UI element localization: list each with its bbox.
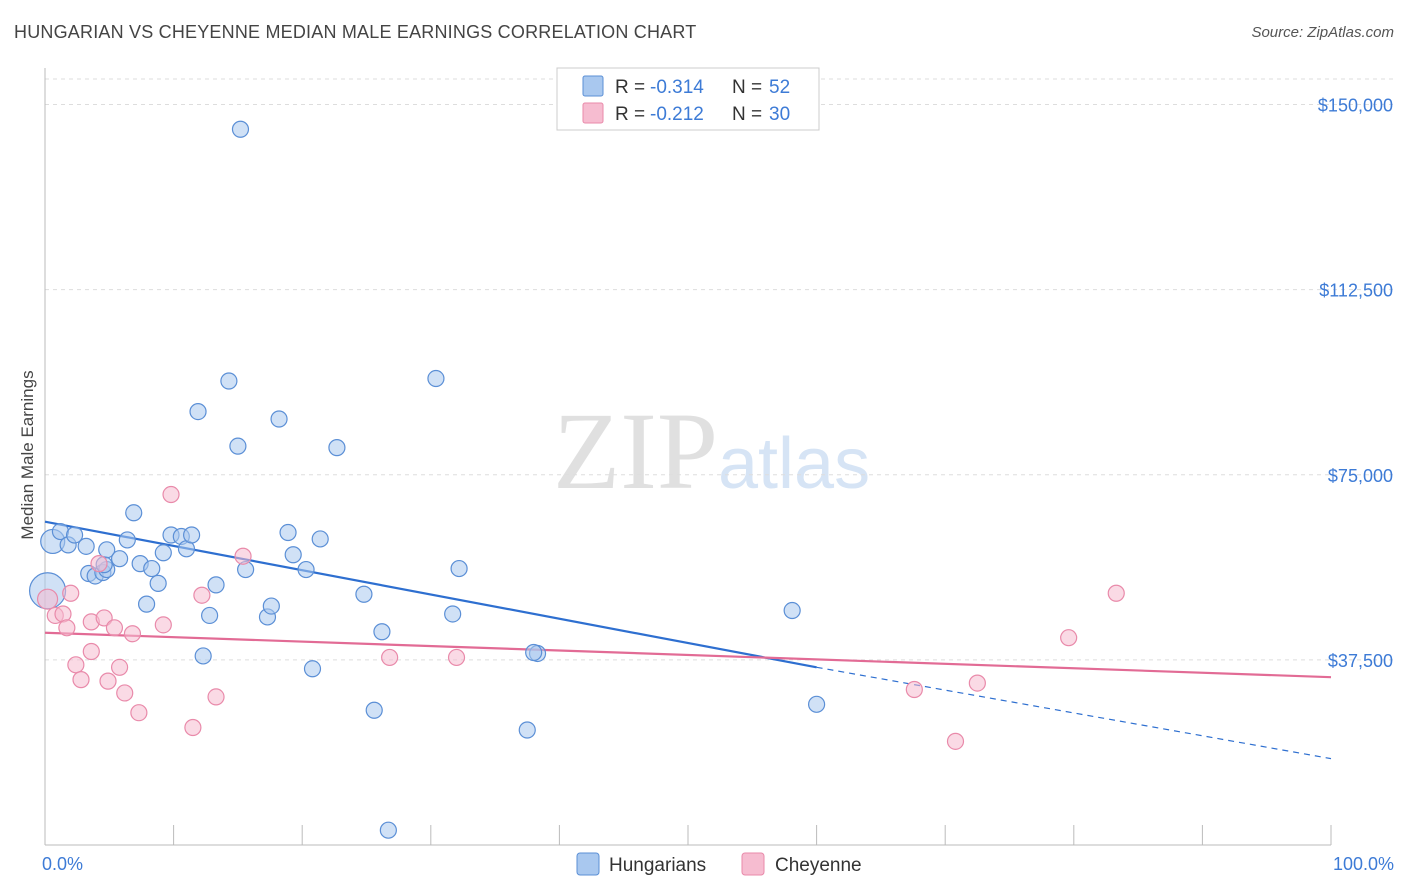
point-hungarians (365, 701, 383, 719)
source-label: Source: ZipAtlas.com (1251, 24, 1394, 41)
legend-n-label-cheyenne: N = (732, 104, 762, 125)
trend-line-hungarians (44, 520, 817, 669)
point-hungarians (201, 606, 219, 625)
point-cheyenne (82, 642, 100, 661)
point-cheyenne (105, 619, 124, 637)
point-cheyenne (193, 586, 211, 604)
point-hungarians (444, 605, 462, 623)
point-cheyenne (184, 718, 202, 737)
series-legend-label-cheyenne: Cheyenne (775, 855, 862, 876)
point-hungarians (229, 437, 247, 455)
y-tick-label: $37,500 (1328, 651, 1393, 671)
point-hungarians (154, 544, 172, 562)
point-hungarians (207, 576, 225, 594)
point-hungarians (118, 531, 136, 549)
point-cheyenne (110, 658, 129, 676)
y-tick-label: $112,500 (1319, 281, 1393, 301)
point-cheyenne (95, 609, 113, 627)
point-cheyenne (154, 616, 172, 634)
point-cheyenne (447, 648, 466, 667)
legend-r-value-hungarians: -0.314 (650, 77, 704, 98)
x-tick-min: 0.0% (42, 854, 83, 874)
point-cheyenne (968, 674, 986, 692)
point-hungarians (220, 372, 238, 390)
chart-title: HUNGARIAN VS CHEYENNE MEDIAN MALE EARNIN… (14, 22, 697, 42)
point-cheyenne (1060, 629, 1078, 647)
point-cheyenne (58, 619, 76, 637)
point-hungarians (355, 585, 373, 603)
point-cheyenne (234, 547, 252, 565)
point-hungarians (373, 623, 391, 641)
point-cheyenne (207, 688, 225, 706)
point-cheyenne (90, 555, 108, 573)
point-cheyenne (1107, 584, 1125, 602)
series-legend-label-hungarians: Hungarians (609, 855, 706, 876)
point-cheyenne (116, 684, 134, 702)
y-axis-label: Median Male Earnings (18, 370, 37, 539)
point-cheyenne (123, 625, 142, 643)
series-legend: Hungarians Cheyenne (576, 852, 862, 876)
y-tick-label: $150,000 (1318, 96, 1393, 116)
point-hungarians (807, 695, 826, 713)
point-cheyenne (67, 656, 85, 674)
point-hungarians (110, 550, 129, 568)
axes (44, 68, 1332, 846)
x-tick-max: 100.0% (1333, 854, 1394, 874)
point-hungarians (143, 559, 161, 578)
point-hungarians (279, 523, 297, 542)
series-legend-swatch-cheyenne (741, 852, 765, 876)
point-hungarians (125, 504, 143, 522)
point-cheyenne (72, 671, 90, 689)
y-tick-labels: $37,500 $75,000 $112,500 $150,000 (1318, 96, 1393, 671)
point-hungarians (189, 402, 207, 421)
point-hungarians (270, 410, 288, 428)
point-hungarians (65, 526, 84, 544)
point-cheyenne (946, 732, 965, 750)
point-hungarians (183, 526, 201, 544)
trend-lines (44, 520, 1332, 760)
point-hungarians (450, 559, 468, 578)
point-hungarians (194, 647, 212, 665)
point-cheyenne (36, 588, 59, 610)
point-hungarians (77, 537, 95, 555)
point-hungarians (137, 595, 156, 613)
point-hungarians (427, 369, 445, 388)
point-hungarians (783, 601, 801, 620)
data-points (28, 120, 1125, 839)
point-hungarians (311, 530, 329, 548)
legend-n-label-hungarians: N = (732, 77, 762, 98)
point-hungarians (518, 721, 536, 739)
watermark-atlas: atlas (718, 424, 870, 504)
point-hungarians (328, 439, 346, 457)
legend-swatch-hungarians (582, 75, 604, 97)
point-cheyenne (381, 648, 399, 667)
legend-r-label-cheyenne: R = (615, 104, 645, 125)
point-cheyenne (62, 584, 80, 602)
point-cheyenne (905, 680, 923, 699)
point-hungarians (303, 660, 322, 678)
trend-line-extension-hungarians (816, 666, 1332, 760)
point-hungarians (231, 120, 250, 138)
point-hungarians (525, 643, 543, 662)
point-cheyenne (130, 704, 148, 722)
point-hungarians (297, 560, 315, 579)
point-cheyenne (162, 485, 180, 504)
legend-r-value-cheyenne: -0.212 (650, 104, 704, 125)
trend-line-cheyenne (44, 631, 1332, 679)
watermark-zip: ZIP (553, 390, 718, 512)
y-tick-label: $75,000 (1328, 466, 1393, 486)
point-hungarians (379, 821, 397, 839)
point-hungarians (149, 574, 167, 592)
legend-n-value-cheyenne: 30 (769, 104, 790, 125)
legend-swatch-cheyenne (582, 102, 604, 124)
legend-n-value-hungarians: 52 (769, 77, 790, 98)
stats-legend: R = -0.314 N = 52 R = -0.212 N = 30 (556, 67, 820, 131)
point-hungarians (98, 541, 116, 559)
point-hungarians (284, 546, 302, 564)
series-legend-swatch-hungarians (576, 852, 600, 876)
legend-r-label-hungarians: R = (615, 77, 645, 98)
point-cheyenne (99, 672, 117, 690)
point-hungarians (262, 597, 280, 615)
